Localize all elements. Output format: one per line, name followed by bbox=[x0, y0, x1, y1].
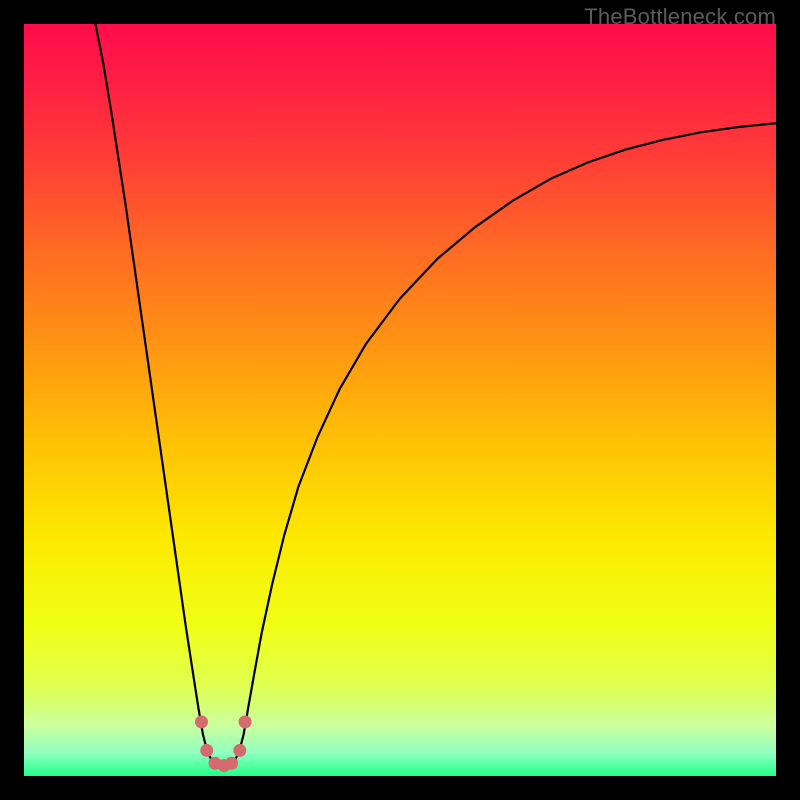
plot-area bbox=[24, 24, 776, 776]
trough-dot bbox=[239, 715, 252, 728]
gradient-background bbox=[24, 24, 776, 776]
plot-svg bbox=[24, 24, 776, 776]
trough-dot bbox=[225, 757, 238, 770]
trough-dot bbox=[233, 744, 246, 757]
trough-dot bbox=[200, 744, 213, 757]
trough-dot bbox=[195, 715, 208, 728]
chart-frame: TheBottleneck.com bbox=[0, 0, 800, 800]
